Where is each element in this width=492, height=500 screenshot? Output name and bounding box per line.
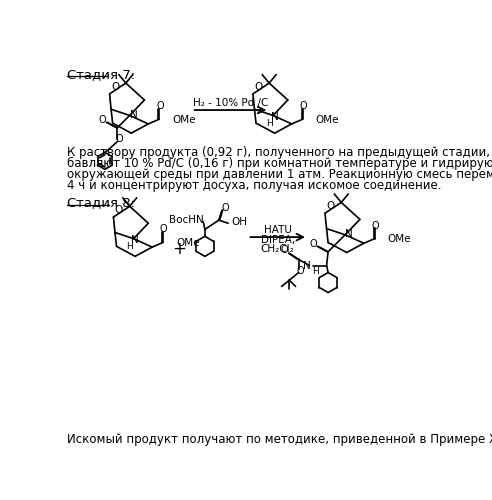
Text: O: O xyxy=(112,82,120,92)
Text: К раствору продукта (0,92 г), полученного на предыдущей стадии, в MeOH (30 мл) п: К раствору продукта (0,92 г), полученног… xyxy=(67,146,492,159)
Text: N: N xyxy=(345,229,353,239)
Text: O: O xyxy=(156,101,164,111)
Text: CH₂Cl₂: CH₂Cl₂ xyxy=(261,244,295,254)
Text: DIPEA,: DIPEA, xyxy=(261,235,295,245)
Text: O: O xyxy=(99,115,106,125)
Text: Стадия 8:: Стадия 8: xyxy=(67,196,135,209)
Text: O: O xyxy=(254,82,262,92)
Text: O: O xyxy=(115,205,123,215)
Text: OMe: OMe xyxy=(388,234,411,244)
Text: HATU: HATU xyxy=(264,225,292,235)
Text: O: O xyxy=(326,202,335,211)
Text: OMe: OMe xyxy=(176,238,200,248)
Text: O: O xyxy=(281,245,288,255)
Text: O: O xyxy=(160,224,168,234)
Text: O: O xyxy=(300,101,307,111)
Text: N: N xyxy=(131,235,139,245)
Text: N: N xyxy=(271,112,278,122)
Text: O: O xyxy=(115,134,123,143)
Text: OMe: OMe xyxy=(172,115,196,125)
Text: BocHN: BocHN xyxy=(169,215,203,225)
Text: бавляют 10 % Pd/C (0,16 г) при комнатной температуре и гидрируют при температуре: бавляют 10 % Pd/C (0,16 г) при комнатной… xyxy=(67,157,492,170)
Text: N: N xyxy=(303,262,311,272)
Text: Искомый продукт получают по методике, приведенной в Примере XXIII, стадия 10.: Искомый продукт получают по методике, пр… xyxy=(67,434,492,446)
Text: H: H xyxy=(126,242,133,251)
Text: 4 ч и концентрируют досуха, получая искомое соединение.: 4 ч и концентрируют досуха, получая иско… xyxy=(67,178,441,192)
Text: O: O xyxy=(221,203,229,213)
Text: OH: OH xyxy=(231,216,247,226)
Text: окружающей среды при давлении 1 атм. Реакционную смесь перемешивают в течение: окружающей среды при давлении 1 атм. Реа… xyxy=(67,168,492,181)
Text: Стадия 7:: Стадия 7: xyxy=(67,68,135,80)
Text: H: H xyxy=(312,267,319,276)
Text: O: O xyxy=(296,266,304,276)
Text: N: N xyxy=(130,110,137,120)
Text: H₂ - 10% Pd /C: H₂ - 10% Pd /C xyxy=(193,98,268,108)
Text: O: O xyxy=(309,239,317,249)
Text: +: + xyxy=(172,240,186,258)
Text: H: H xyxy=(266,118,273,128)
Text: O: O xyxy=(371,220,379,230)
Text: OMe: OMe xyxy=(316,115,339,125)
